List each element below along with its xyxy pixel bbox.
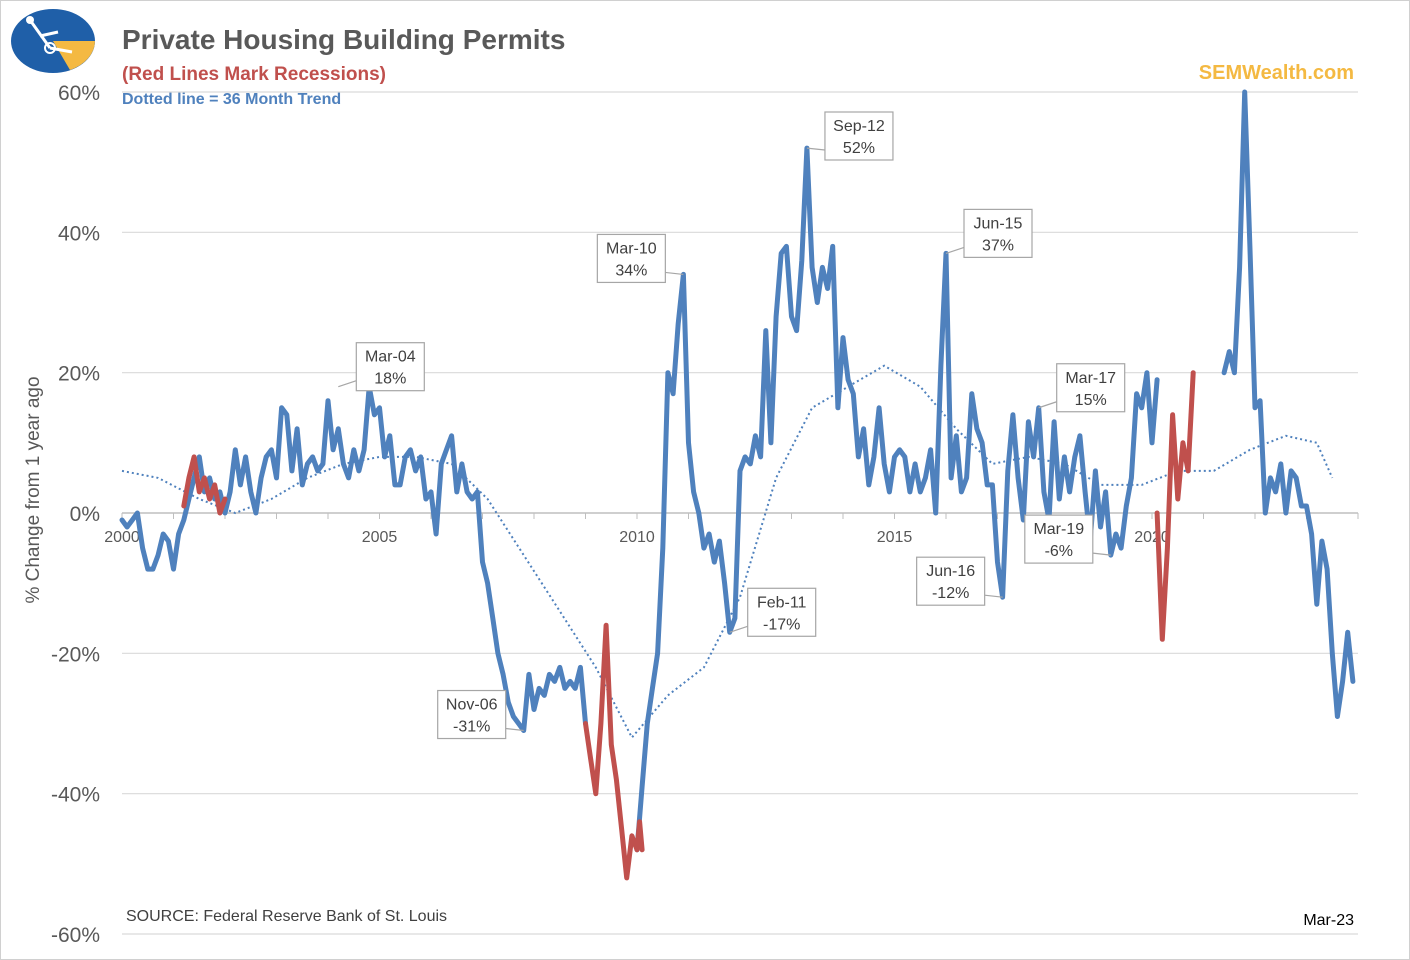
y-tick-label: 0% <box>70 503 100 526</box>
callout-date: Mar-10 <box>606 240 657 257</box>
callout-date: Jun-16 <box>926 563 975 580</box>
callout-date: Mar-19 <box>1033 521 1084 538</box>
callout-box <box>1024 514 1094 564</box>
y-tick-label: 40% <box>58 222 100 245</box>
source-note: SOURCE: Federal Reserve Bank of St. Loui… <box>126 908 448 925</box>
callout-box <box>824 111 894 161</box>
callout-value: 15% <box>1075 392 1107 409</box>
callout-value: -31% <box>453 719 490 736</box>
x-tick-label: 2010 <box>619 529 655 546</box>
callout-box <box>355 342 425 392</box>
callout-value: 52% <box>843 140 875 157</box>
recession-line <box>1154 370 1196 642</box>
callout-pointer <box>338 380 357 388</box>
callout-date: Mar-04 <box>365 349 416 366</box>
callout-box <box>596 233 666 284</box>
callout-pointer <box>1038 401 1057 409</box>
recession-line <box>181 454 228 516</box>
y-tick-label: 60% <box>58 82 100 105</box>
callout-date: Jun-15 <box>974 215 1023 232</box>
series-line <box>1221 89 1356 719</box>
callout-pointer <box>729 625 748 633</box>
callout-pointer <box>505 727 524 732</box>
semwealth-logo-icon <box>11 9 95 73</box>
x-tick-label: 2020 <box>1134 529 1170 546</box>
callout-value: 37% <box>982 237 1014 254</box>
chart-subtitle: (Red Lines Mark Recessions) <box>122 64 386 85</box>
date-label: Mar-23 <box>1303 912 1354 929</box>
y-tick-label: -40% <box>51 784 100 807</box>
chart-title: Private Housing Building Permits <box>122 24 566 55</box>
y-tick-label: -60% <box>51 924 100 947</box>
callout-box <box>916 556 986 606</box>
x-tick-label: 2005 <box>362 529 398 546</box>
callout-date: Feb-11 <box>757 594 807 611</box>
callout-pointer <box>945 246 965 254</box>
series-line <box>119 384 588 733</box>
callout-date: Mar-17 <box>1065 370 1116 387</box>
callout-value: -6% <box>1045 543 1073 560</box>
series-line <box>634 145 1160 853</box>
callout-box <box>747 587 817 637</box>
callout-date: Nov-06 <box>446 697 498 714</box>
y-tick-label: -20% <box>51 643 100 666</box>
callout-value: 18% <box>374 371 406 388</box>
callout-box <box>1056 363 1126 413</box>
callout-pointer <box>984 594 1003 598</box>
y-tick-label: 20% <box>58 363 100 386</box>
callout-box <box>437 689 507 740</box>
callout-pointer <box>665 271 684 276</box>
callout-value: -17% <box>763 616 800 633</box>
callout-pointer <box>806 147 826 151</box>
x-tick-label: 2015 <box>877 529 913 546</box>
callout-pointer <box>1092 552 1111 556</box>
callout-date: Sep-12 <box>833 118 885 135</box>
callout-value: 34% <box>615 262 647 279</box>
x-tick-label: 2000 <box>104 529 140 546</box>
callout-box <box>963 208 1033 258</box>
recession-line <box>583 622 645 881</box>
callout-value: -12% <box>932 585 969 602</box>
brand-label: SEMWealth.com <box>1198 62 1354 84</box>
trend-note: Dotted line = 36 Month Trend <box>122 91 342 108</box>
